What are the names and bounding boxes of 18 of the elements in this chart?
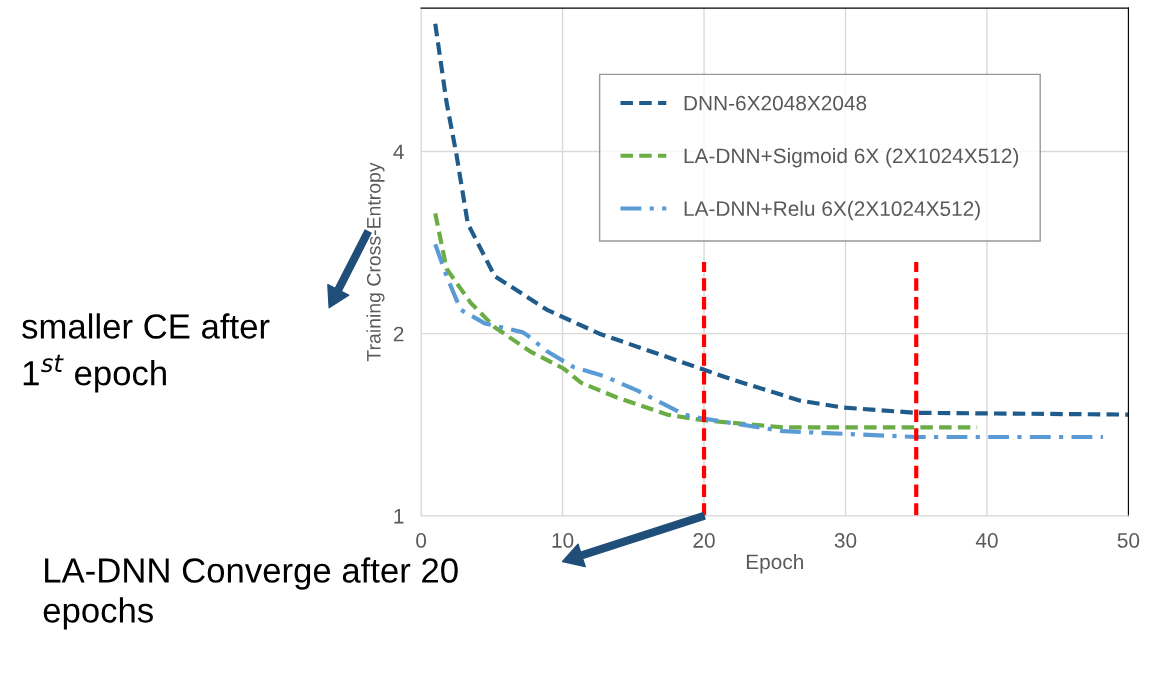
legend-label: LA-DNN+Sigmoid 6X (2X1024X512) bbox=[684, 147, 1019, 168]
y-tick-label: 2 bbox=[393, 326, 404, 342]
legend-label: LA-DNN+Relu 6X(2X1024X512) bbox=[684, 200, 980, 221]
x-tick-label: 10 bbox=[552, 533, 574, 548]
legend-label: DNN-6X2048X2048 bbox=[684, 95, 867, 111]
x-tick-label: 0 bbox=[416, 533, 427, 548]
text: LA-DNN Converge after 20 epochs bbox=[43, 557, 458, 630]
y-axis-title: Training Cross-Entropy bbox=[366, 162, 385, 362]
y-tick-label: 1 bbox=[394, 509, 404, 524]
x-tick-label: 40 bbox=[975, 533, 998, 548]
x-tick-label: 30 bbox=[834, 533, 857, 548]
x-tick-label: 20 bbox=[693, 533, 715, 548]
x-tick-label: 50 bbox=[1117, 533, 1140, 548]
text: smaller CE after 1$^{st}$ epoch bbox=[22, 313, 270, 393]
line-series bbox=[433, 21, 1129, 417]
x-axis-title: Epoch bbox=[746, 553, 803, 574]
y-tick-label: 4 bbox=[393, 144, 404, 159]
line-series bbox=[433, 242, 1106, 440]
